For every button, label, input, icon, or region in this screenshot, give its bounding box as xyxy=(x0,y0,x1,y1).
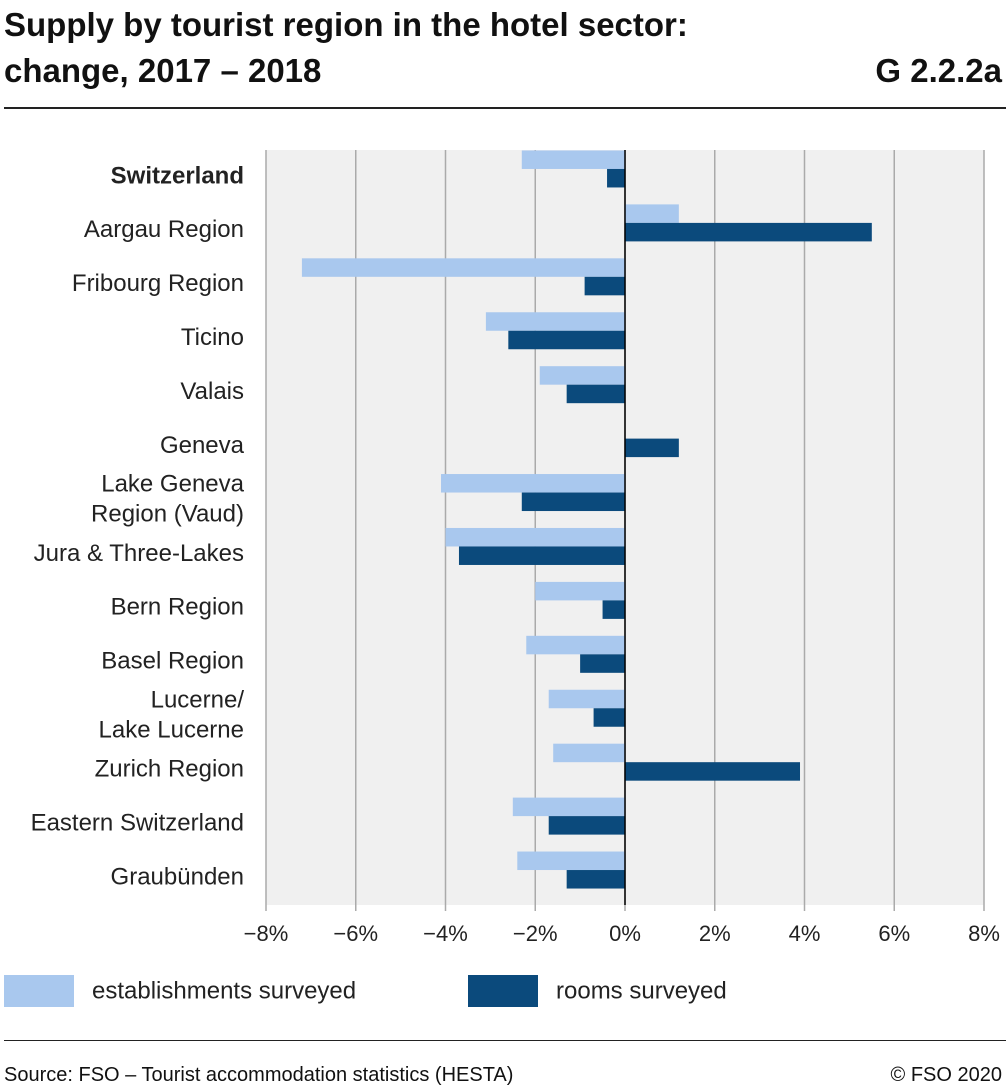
chart-id: G 2.2.2a xyxy=(875,52,1002,89)
bar xyxy=(441,474,625,493)
y-tick-label: Eastern Switzerland xyxy=(31,809,244,836)
bar xyxy=(445,527,625,547)
x-tick-label: −8% xyxy=(244,921,289,946)
bar xyxy=(539,366,625,385)
bar xyxy=(458,546,625,565)
bar xyxy=(301,258,625,277)
bar xyxy=(485,312,625,331)
y-tick-label: Lake Geneva Region (Vaud) xyxy=(91,471,245,528)
y-tick-label: Geneva xyxy=(160,432,245,459)
bar xyxy=(548,689,625,709)
bar xyxy=(548,816,625,835)
y-tick-label: Valais xyxy=(180,378,244,405)
legend-label: rooms surveyed xyxy=(556,977,727,1004)
bar xyxy=(512,797,625,817)
x-tick-label: 6% xyxy=(878,921,910,946)
y-tick-label: Zurich Region xyxy=(95,756,244,783)
y-tick-label: Aargau Region xyxy=(84,216,244,243)
bar xyxy=(625,762,801,781)
x-tick-label: −6% xyxy=(333,921,378,946)
x-tick-label: −2% xyxy=(513,921,558,946)
bar xyxy=(521,150,625,169)
legend-swatch xyxy=(4,975,74,1007)
y-tick-label: Bern Region xyxy=(111,594,244,621)
y-tick-label: Fribourg Region xyxy=(72,270,244,297)
chart: −8% −6% −4% −2% 0% 2% 4% 6% 8% Switzerland Aargau … xyxy=(4,150,1000,1007)
bar xyxy=(508,330,625,350)
bar xyxy=(625,438,679,458)
bar xyxy=(593,708,625,727)
bar xyxy=(521,492,625,512)
bar xyxy=(602,600,625,619)
legend-swatch xyxy=(468,975,538,1007)
rule xyxy=(4,1040,1006,1041)
y-tick-label: Graubünden xyxy=(111,863,244,890)
x-tick-label: −4% xyxy=(423,921,468,946)
chart-title: Supply by tourist region in the hotel se… xyxy=(4,6,688,89)
bar xyxy=(584,276,625,296)
bar xyxy=(625,204,679,223)
x-tick-label: 8% xyxy=(968,921,1000,946)
rule xyxy=(4,107,1006,109)
bar xyxy=(607,168,625,188)
x-tick-label: 4% xyxy=(789,921,821,946)
y-tick-label: Jura & Three-Lakes xyxy=(34,540,244,567)
bar xyxy=(517,851,625,871)
source: Source: FSO – Tourist accommodation stat… xyxy=(4,1064,514,1086)
x-tick-label: 0% xyxy=(609,921,641,946)
bar xyxy=(553,743,625,763)
y-tick-label: Basel Region xyxy=(101,648,244,675)
legend-label: establishments surveyed xyxy=(92,977,356,1004)
bar xyxy=(535,581,625,601)
bar xyxy=(526,635,625,655)
y-tick-label: Switzerland xyxy=(111,162,244,189)
bar xyxy=(566,384,625,404)
x-tick-label: 2% xyxy=(699,921,731,946)
copyright: © FSO 2020 xyxy=(890,1064,1002,1086)
bar xyxy=(566,870,625,889)
bar xyxy=(580,654,625,673)
y-tick-label: Lucerne/Lake Lucerne xyxy=(99,687,245,744)
bar xyxy=(625,222,872,242)
y-tick-label: Ticino xyxy=(181,324,244,351)
